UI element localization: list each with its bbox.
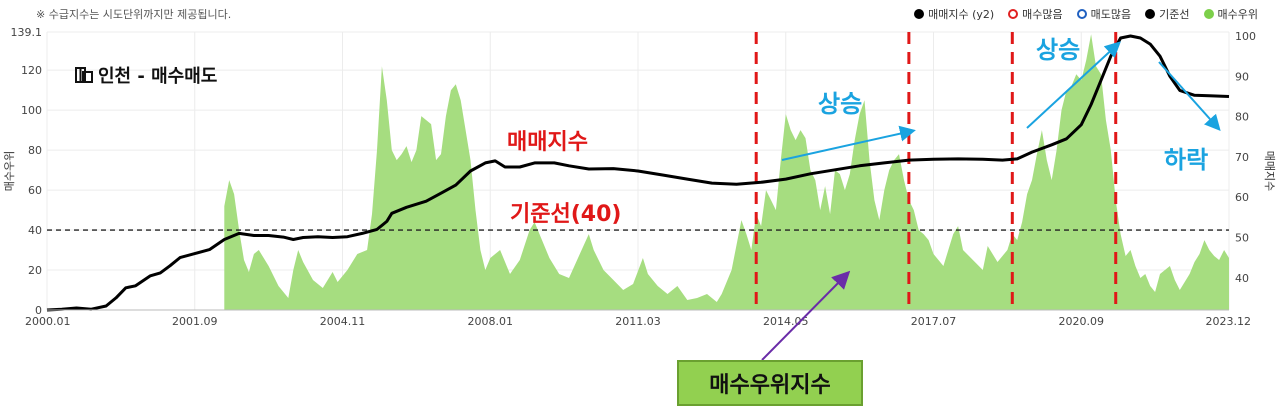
legend-item-price-index[interactable]: 매매지수 (y2) [914,6,994,22]
legend-item-buy-advantage[interactable]: 매수우위 [1203,6,1258,22]
legend-dot-icon [1145,9,1156,19]
y-right-tick-label: 70 [1235,151,1249,164]
y-right-tick-label: 90 [1235,70,1249,83]
y-right-tick-label: 80 [1235,111,1249,124]
y-left-tick-label: 120 [21,64,42,77]
price-index-line-group [46,34,1230,312]
y-right-tick-label: 100 [1235,30,1256,43]
legend-ring-icon [1008,9,1019,19]
legend-item-baseline[interactable]: 기준선 [1145,6,1190,22]
callout-pointer-arrow [761,270,851,361]
chart-legend: 매매지수 (y2) 매수많음 매도많음 기준선 매수우위 [914,6,1258,22]
legend-label: 매매지수 (y2) [928,8,995,21]
x-tick-label: 2014.05 [763,315,809,328]
fall-arrow [1158,61,1221,131]
rise-annotation-2: 상승 [1036,36,1081,64]
legend-label: 매수많음 [1022,8,1063,21]
x-tick-label: 2001.09 [172,315,218,328]
legend-item-buy-many[interactable]: 매수많음 [1008,6,1063,22]
marker-lines [754,32,1118,310]
x-tick-label: 2023.12 [1206,315,1252,328]
price-index-annotation: 매매지수 [507,130,588,155]
x-tick-label: 2000.01 [25,315,71,328]
x-tick-label: 2011.03 [615,315,661,328]
rise-arrow-2 [1026,41,1121,129]
y-left-tick-label: 100 [21,104,42,117]
x-tick-label: 2008.01 [468,315,514,328]
y-right-tick-label: 60 [1235,191,1249,204]
x-tick-label: 2020.09 [1059,315,1105,328]
y-left-tick-label: 139.1 [11,26,43,39]
y-left-tick-label: 40 [28,224,42,237]
y-left-tick-label: 80 [28,144,42,157]
annotation-arrows [761,41,1221,361]
y-right-tick-label: 40 [1235,272,1249,285]
rise-arrow-1 [781,125,916,161]
x-tick-label: 2004.11 [320,315,366,328]
legend-item-sell-many[interactable]: 매도많음 [1076,6,1132,22]
legend-label: 기준선 [1159,8,1190,21]
data-note: ※ 수급지수는 시도단위까지만 제공됩니다. [36,8,232,21]
axes-group: 0 20 40 60 80 100 120 139.1 40 50 60 70 80 90 100 2000.… [3,26,1276,328]
buy-advantage-area-path [224,34,1230,310]
y-right-tick-label: 50 [1235,231,1249,244]
y-right-axis-title: 매매지수 [1263,151,1276,191]
building-logo-icon [75,67,93,83]
y-left-axis-title: 매수우위 [3,151,16,191]
baseline-annotation: 기준선(40) [510,202,622,227]
chart-brand-title: 인천 - 매수매도 [74,62,217,88]
y-left-tick-label: 60 [28,184,42,197]
y-left-tick-label: 0 [35,304,42,317]
rise-annotation-1: 상승 [818,90,863,118]
buy-advantage-callout: 매수우위지수 [677,360,863,406]
legend-ring-icon [1076,9,1087,19]
y-left-tick-label: 20 [28,264,42,277]
legend-dot-icon [1203,9,1214,19]
brand-title-text: 인천 - 매수매도 [98,66,218,87]
price-index-line [46,34,1230,312]
legend-label: 매수우위 [1217,8,1258,21]
x-tick-label: 2017.07 [911,315,957,328]
buy-advantage-area [224,34,1230,310]
fall-annotation: 하락 [1164,146,1209,174]
legend-label: 매도많음 [1090,8,1132,21]
legend-dot-icon [914,9,925,19]
